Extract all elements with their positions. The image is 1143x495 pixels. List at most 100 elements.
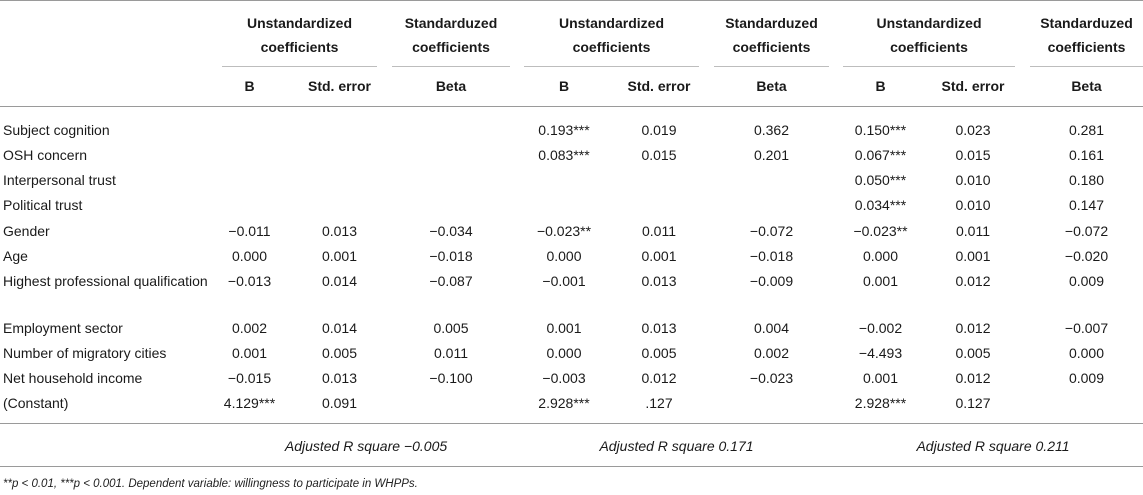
table-cell: 0.015 <box>955 147 991 163</box>
table-footnote: **p < 0.01, ***p < 0.001. Dependent vari… <box>3 478 418 490</box>
table-cell: 0.281 <box>1068 122 1105 138</box>
adjusted-r-square: Adjusted R square 0.171 <box>599 438 754 454</box>
table-cell: 0.009 <box>1068 370 1105 386</box>
group-header-unstandardized: Unstandardized coefficients <box>558 15 664 55</box>
group-underline <box>714 66 829 67</box>
table-cell: 0.005 <box>321 345 358 361</box>
table-cell: 0.011 <box>434 345 468 361</box>
table-cell: 0.013 <box>641 273 677 289</box>
table-cell: 0.000 <box>1068 345 1105 361</box>
column-header-b: B <box>558 78 570 94</box>
group-header-unstandardized: Unstandardized coefficients <box>246 15 352 55</box>
row-label: OSH concern <box>3 147 88 163</box>
table-cell: −0.018 <box>429 248 473 264</box>
table-cell: 0.091 <box>321 395 358 411</box>
row-label: Gender <box>3 223 50 239</box>
column-header-std-error: Std. error <box>627 78 691 94</box>
table-cell: −0.072 <box>749 223 794 239</box>
table-cell: −0.003 <box>542 370 586 386</box>
column-header-beta: Beta <box>756 78 787 94</box>
table-cell: 0.005 <box>955 345 991 361</box>
table-cell: 0.010 <box>955 197 991 213</box>
group-underline <box>524 66 699 67</box>
table-cell: 0.000 <box>862 248 899 264</box>
group-underline <box>392 66 510 67</box>
table-cell: 0.014 <box>321 320 358 336</box>
table-cell: 0.013 <box>321 370 358 386</box>
table-cell: 0.001 <box>862 370 899 386</box>
table-top-rule <box>0 0 1143 1</box>
table-cell: 0.001 <box>546 320 582 336</box>
row-label: Political trust <box>3 197 83 213</box>
table-cell: 0.012 <box>955 273 991 289</box>
table-cell: −0.013 <box>227 273 272 289</box>
table-cell: −0.001 <box>542 273 586 289</box>
table-cell: −0.015 <box>227 370 272 386</box>
group-header-standardized: Standarduzed coefficients <box>404 15 498 55</box>
table-cell: 0.004 <box>753 320 790 336</box>
table-cell: −0.100 <box>429 370 473 386</box>
table-cell: 0.067*** <box>854 147 907 163</box>
row-label: (Constant) <box>3 395 69 411</box>
table-cell: 0.180 <box>1068 172 1105 188</box>
column-header-beta: Beta <box>435 78 467 94</box>
table-cell: 0.193*** <box>538 122 590 138</box>
table-cell: 4.129*** <box>223 395 276 411</box>
table-cell: 0.023 <box>955 122 991 138</box>
table-cell: 0.000 <box>546 248 582 264</box>
header-bottom-rule <box>0 106 1143 107</box>
table-cell: 0.050*** <box>854 172 907 188</box>
row-label: Interpersonal trust <box>3 172 116 188</box>
table-cell: −0.023 <box>749 370 794 386</box>
table-cell: 0.034*** <box>854 197 907 213</box>
table-cell: 0.010 <box>955 172 991 188</box>
table-cell: −0.007 <box>1064 320 1109 336</box>
table-cell: 0.083*** <box>538 147 590 163</box>
table-cell: 0.000 <box>231 248 268 264</box>
table-cell: −0.002 <box>858 320 903 336</box>
table-cell: 0.015 <box>641 147 677 163</box>
row-label: Subject cognition <box>3 122 110 138</box>
group-header-standardized: Standarduzed coefficients <box>1040 15 1133 55</box>
group-underline <box>222 66 377 67</box>
table-bottom-rule <box>0 466 1143 467</box>
table-cell: 0.013 <box>321 223 358 239</box>
row-label: Number of migratory cities <box>3 345 167 361</box>
table-cell: 0.001 <box>321 248 358 264</box>
table-cell: −0.011 <box>228 223 271 239</box>
table-cell: 0.001 <box>231 345 268 361</box>
adjusted-r-square: Adjusted R square −0.005 <box>284 438 448 454</box>
column-header-b: B <box>244 78 255 94</box>
table-cell: 0.001 <box>862 273 899 289</box>
adjusted-r-square: Adjusted R square 0.211 <box>916 438 1070 454</box>
column-header-std-error: Std. error <box>307 78 371 94</box>
table-cell: 0.005 <box>641 345 677 361</box>
table-cell: −0.087 <box>429 273 473 289</box>
group-header-standardized: Standarduzed coefficients <box>725 15 818 55</box>
table-cell: 0.127 <box>955 395 991 411</box>
column-header-b: B <box>875 78 886 94</box>
table-cell: 2.928*** <box>854 395 907 411</box>
table-cell: 0.362 <box>753 122 790 138</box>
table-cell: 0.000 <box>546 345 582 361</box>
table-cell: 0.012 <box>955 320 991 336</box>
group-underline <box>843 66 1015 67</box>
row-label: Employment sector <box>3 320 123 336</box>
row-label: Net household income <box>3 370 143 386</box>
column-header-std-error: Std. error <box>941 78 1005 94</box>
table-cell: −0.072 <box>1064 223 1109 239</box>
table-cell: 0.161 <box>1068 147 1105 163</box>
table-cell: 0.201 <box>753 147 790 163</box>
group-underline <box>1030 66 1143 67</box>
table-cell: −0.034 <box>429 223 473 239</box>
table-cell: 2.928*** <box>538 395 590 411</box>
table-cell: 0.011 <box>956 223 990 239</box>
table-cell: 0.001 <box>641 248 677 264</box>
table-cell: 0.002 <box>753 345 790 361</box>
table-cell: −0.023** <box>536 223 592 239</box>
table-cell: 0.014 <box>321 273 358 289</box>
table-cell: 0.011 <box>642 223 676 239</box>
table-cell: 0.005 <box>433 320 469 336</box>
table-cell: 0.012 <box>641 370 677 386</box>
table-cell: −0.018 <box>749 248 794 264</box>
